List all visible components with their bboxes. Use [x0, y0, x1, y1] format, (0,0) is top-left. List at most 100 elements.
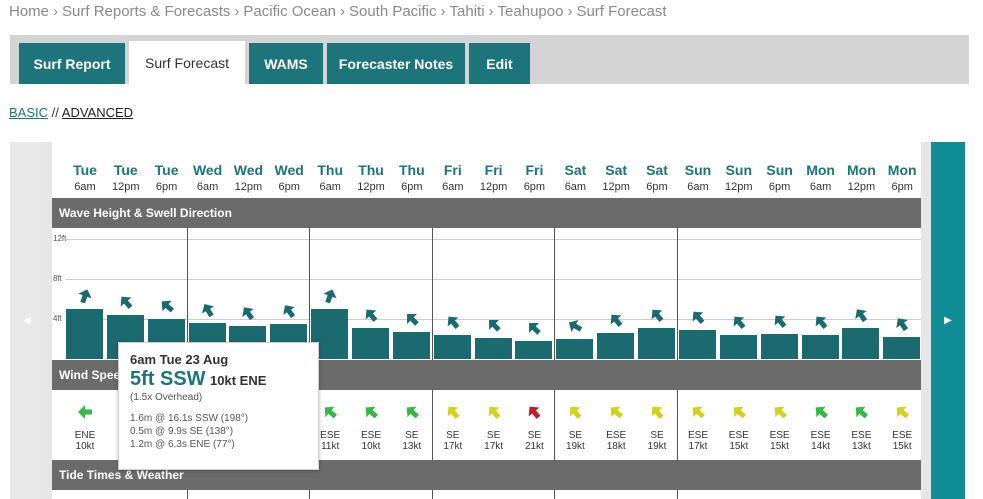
swell-direction-arrow: [527, 321, 542, 335]
arrow-icon: [161, 300, 174, 313]
day-divider: [554, 390, 556, 460]
time-column-header: Mon 6am: [801, 162, 841, 193]
time-label: 12pm: [602, 181, 630, 193]
breadcrumb-item[interactable]: Surf Reports & Forecasts: [62, 3, 231, 20]
day-label: Wed: [192, 162, 223, 178]
wave-height-bar[interactable]: [556, 339, 594, 359]
time-label: 6pm: [278, 181, 300, 193]
gridline: [66, 279, 921, 280]
tab-wams[interactable]: WAMS: [249, 43, 323, 84]
wind-reading: ESE 14kt: [801, 430, 841, 452]
day-divider: [677, 490, 678, 499]
time-label: 12pm: [725, 181, 753, 193]
wind-reading: ESE 13kt: [841, 430, 881, 452]
wave-height-bar[interactable]: [719, 335, 757, 359]
swell-direction-arrow: [487, 318, 501, 332]
breadcrumb-separator: ›: [53, 3, 59, 20]
day-divider: [677, 228, 678, 360]
tab-surf-forecast[interactable]: Surf Forecast: [129, 41, 245, 84]
chevron-right-icon: ▶: [944, 315, 952, 326]
wind-reading: ESE 18kt: [596, 430, 636, 452]
swell-direction-arrow: [854, 308, 868, 323]
time-label: 12pm: [234, 181, 263, 193]
advanced-link[interactable]: ADVANCED: [61, 105, 134, 120]
breadcrumb-item[interactable]: Teahupoo: [497, 3, 564, 20]
prev-arrow-button[interactable]: ◀: [10, 142, 44, 499]
wave-height-bar[interactable]: [433, 335, 471, 359]
tab-bar: Surf Report Surf Forecast WAMS Forecaste…: [10, 35, 969, 84]
wind-direction-arrow: [732, 405, 746, 419]
arrow-icon: [406, 314, 419, 326]
tab-surf-report[interactable]: Surf Report: [19, 43, 125, 84]
wave-height-bar[interactable]: [760, 334, 798, 359]
day-label: Sat: [564, 162, 587, 178]
swell-direction-arrow: [609, 313, 623, 327]
wind-speed-label: 13kt: [851, 441, 871, 452]
wave-height-bar[interactable]: [392, 332, 430, 359]
y-axis-label: 12ft: [53, 234, 67, 243]
tab-edit[interactable]: Edit: [469, 43, 530, 84]
swell-direction-arrow: [282, 304, 296, 319]
breadcrumb-item[interactable]: South Pacific: [348, 3, 437, 20]
basic-link[interactable]: BASIC: [9, 105, 49, 120]
arrow-icon: [815, 316, 828, 329]
tab-forecaster-notes[interactable]: Forecaster Notes: [327, 43, 465, 84]
time-label: 6pm: [401, 181, 423, 193]
wind-direction-arrow: [854, 405, 869, 419]
time-label: 6am: [74, 181, 96, 193]
day-label: Sun: [766, 162, 793, 178]
day-divider: [309, 228, 311, 360]
wind-direction-arrow: [773, 405, 787, 419]
next-arrow-button[interactable]: ▶: [931, 142, 965, 499]
time-column-header: Fri 6am: [433, 162, 473, 193]
wind-reading: SE 19kt: [555, 430, 595, 452]
breadcrumb-separator: ›: [339, 3, 345, 20]
breadcrumb-item[interactable]: Pacific Ocean: [243, 3, 336, 20]
arrow-icon: [365, 309, 378, 322]
wave-height-bar[interactable]: [801, 335, 839, 359]
arrow-icon: [242, 307, 255, 321]
wave-height-bar[interactable]: [842, 328, 880, 359]
day-label: Tue: [154, 162, 179, 178]
arrow-icon: [692, 311, 705, 324]
wind-direction-arrow: [895, 405, 910, 419]
wind-speed-label: 15kt: [729, 441, 749, 452]
arrow-icon: [201, 303, 214, 318]
day-divider: [309, 490, 311, 499]
time-column-header: Sun 6pm: [760, 162, 800, 193]
day-label: Thu: [358, 162, 384, 178]
day-label: Mon: [847, 162, 876, 178]
wave-height-bar[interactable]: [679, 330, 716, 359]
tooltip-summary: 5ft SSW 10kt ENE: [130, 368, 307, 391]
wind-direction-label: ESE: [851, 430, 872, 441]
breadcrumb-item: Surf Forecast: [576, 3, 667, 20]
swell-direction-arrow: [323, 289, 337, 304]
wave-height-bar[interactable]: [638, 328, 675, 359]
wave-height-bar[interactable]: [883, 337, 921, 359]
wave-height-bar[interactable]: [597, 333, 635, 359]
wind-speed-label: 15kt: [892, 441, 912, 452]
wave-height-bar[interactable]: [66, 309, 103, 359]
wind-speed-label: 14kt: [811, 441, 831, 452]
tooltip-overhead: (1.5x Overhead): [130, 392, 203, 403]
swell-direction-arrow: [691, 310, 705, 324]
wind-direction-label: SE: [527, 430, 542, 441]
wind-reading: ESE 10kt: [351, 430, 391, 452]
time-label: 12pm: [847, 181, 876, 193]
time-column-header: Fri 6pm: [514, 162, 554, 193]
arrow-icon: [733, 406, 746, 419]
arrow-icon: [488, 406, 501, 419]
wave-height-bar[interactable]: [515, 341, 553, 359]
breadcrumb-item[interactable]: Tahiti: [449, 3, 485, 20]
wave-height-bar[interactable]: [474, 338, 512, 359]
arrow-icon: [774, 406, 787, 419]
wind-reading: SE 21kt: [514, 430, 554, 452]
swell-direction-arrow: [773, 314, 787, 328]
wind-speed-label: 17kt: [484, 441, 504, 452]
swell-direction-arrow: [78, 289, 92, 304]
breadcrumb-item[interactable]: Home: [9, 3, 50, 20]
time-column-header: Thu 6pm: [392, 162, 432, 193]
wind-direction-arrow: [323, 405, 338, 419]
wind-direction-arrow: [405, 405, 419, 419]
wave-height-bar[interactable]: [352, 328, 389, 359]
